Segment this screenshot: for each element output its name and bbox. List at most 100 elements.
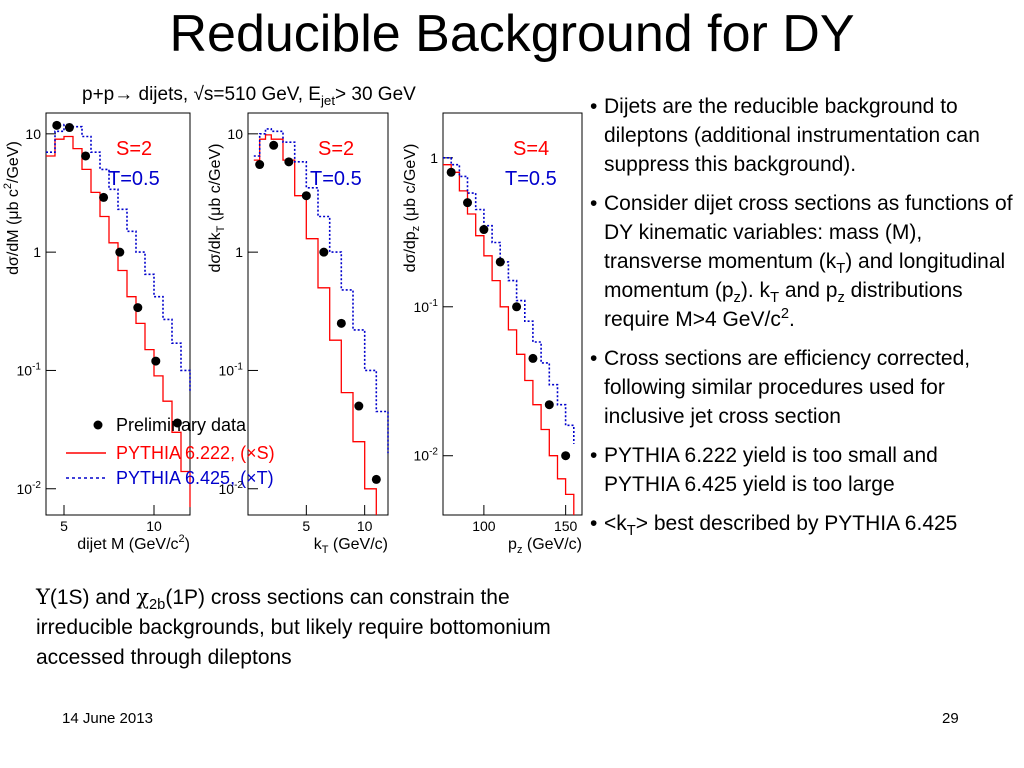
x-tick-label: 10	[146, 518, 162, 534]
bullet-2-text-b: ) and longitudinal momentum (p	[604, 250, 1006, 302]
bullet-1: • Dijets are the reducible background to …	[588, 92, 1018, 179]
bullet-dot-icon: •	[590, 512, 598, 535]
bullet-dot-icon: •	[590, 192, 598, 215]
y-axis-label: dσ/dkT (μb c/GeV)	[207, 144, 227, 273]
bullet-3-text: Cross sections are efficiency corrected,…	[604, 347, 971, 428]
y-tick-label-base: 1	[430, 150, 438, 166]
bullet-1-text: Dijets are the reducible background to d…	[604, 95, 980, 176]
y-tick-label-base: 10	[219, 481, 235, 497]
y-tick-label-base: 10	[219, 362, 235, 378]
sqrt-icon: √	[193, 84, 204, 105]
y-tick-label-base: 10	[227, 126, 243, 142]
y-tick-label-base: 10	[414, 299, 430, 315]
data-point	[64, 123, 74, 133]
y-axis-label-part: (	[402, 215, 419, 225]
x-axis-label-sub: T	[322, 544, 329, 556]
bullet-5-text-a: <k	[604, 512, 627, 535]
data-point	[284, 157, 294, 167]
x-tick-label: 5	[60, 518, 68, 534]
x-axis-label-part: dijet M (GeV/c	[77, 536, 178, 553]
y-axis-label-part: (	[207, 215, 224, 225]
series-pythia-t-line	[253, 128, 389, 454]
y-axis-label-part: dσ/dp	[402, 231, 419, 272]
y-tick-label: 10-2	[219, 480, 244, 497]
plot-title-reaction: p+p	[82, 84, 115, 105]
bullet-2-sub: T	[770, 290, 780, 307]
series-pythia-t-line	[443, 157, 575, 444]
x-axis-label: kT (GeV/c)	[314, 536, 388, 556]
panel-label-s: S=2	[318, 138, 354, 160]
data-point	[528, 353, 538, 363]
bullet-4: • PYTHIA 6.222 yield is too small and PYT…	[588, 441, 1018, 499]
plot-frame	[247, 112, 389, 516]
legend-data-label: Preliminary data	[116, 415, 247, 435]
y-tick-label-exp: -2	[234, 480, 243, 491]
y-axis-label: dσ/dpz (μb c/GeV)	[402, 144, 422, 273]
x-axis-label: pz (GeV/c)	[508, 536, 582, 556]
y-tick-label-base: 1	[33, 244, 41, 260]
y-tick-label-base: 10	[25, 126, 41, 142]
page-number: 29	[942, 710, 959, 727]
y-axis-label-sub: T	[215, 225, 227, 232]
bullet-2-text-a: Consider dijet cross sections as functio…	[604, 192, 1013, 273]
bullet-5-text-b: > best described by PYTHIA 6.425	[635, 512, 958, 535]
y-axis-label-sup: 2	[2, 183, 14, 189]
footer-date: 14 June 2013	[62, 710, 153, 727]
data-point	[52, 120, 62, 130]
y-axis-label-sub: z	[410, 226, 422, 232]
data-point	[319, 247, 329, 257]
y-axis-label-part: b c/GeV)	[207, 144, 224, 207]
x-axis-label-part: k	[314, 536, 323, 553]
slide-title: Reducible Background for DY	[169, 5, 855, 63]
y-axis-label-mu: μ	[402, 207, 419, 216]
data-point	[151, 356, 161, 366]
data-point	[463, 198, 473, 208]
bullet-dot-icon: •	[590, 95, 598, 118]
bullet-4-text: PYTHIA 6.222 yield is too small and PYTH…	[604, 444, 938, 496]
series-pythia-s-line	[46, 135, 191, 508]
legend-pythia-t-label: PYTHIA 6.425, (×T)	[116, 468, 274, 488]
x-tick-label: 150	[554, 518, 578, 534]
bullet-2-text-c: ). k	[740, 279, 771, 302]
x-tick-label: 5	[302, 518, 310, 534]
series-pythia-t-line	[46, 123, 191, 393]
x-axis-label-sub: z	[517, 544, 523, 556]
bullet-5-sub: T	[626, 523, 636, 540]
x-tick-label: 100	[472, 518, 496, 534]
arrow-icon: →	[114, 84, 134, 105]
panel-label-s: S=4	[513, 138, 549, 160]
data-point	[269, 140, 279, 150]
y-tick-label: 10-2	[17, 480, 42, 497]
y-tick-label-base: 10	[17, 362, 33, 378]
plot-title-cut: > 30 GeV	[335, 84, 416, 105]
y-tick-label: 10	[227, 126, 243, 142]
legend-pythia-s-label: PYTHIA 6.222, (×S)	[116, 443, 275, 463]
y-tick-label-exp: -2	[32, 480, 41, 491]
x-axis-label: dijet M (GeV/c2)	[77, 533, 190, 553]
plot-frame	[442, 112, 583, 516]
data-point	[446, 167, 456, 177]
y-tick-label-exp: -1	[32, 361, 41, 372]
y-axis-label-part: dσ/dM (	[5, 219, 22, 275]
legend-data-marker	[93, 420, 103, 430]
y-axis-label: dσ/dM (μb c2/GeV)	[2, 141, 22, 275]
y-tick-label-base: 1	[235, 244, 243, 260]
y-tick-label-base: 10	[17, 481, 33, 497]
y-tick-label: 10-2	[414, 447, 439, 464]
y-tick-label-exp: -1	[429, 298, 438, 309]
y-axis-label-part: /GeV)	[5, 141, 22, 183]
y-tick-label: 1	[33, 244, 41, 260]
data-point	[81, 151, 91, 161]
y-tick-label: 10	[25, 126, 41, 142]
y-axis-label-mu: μ	[207, 207, 224, 216]
y-tick-label-exp: -2	[429, 447, 438, 458]
caption-text-a: (1S) and	[49, 586, 137, 609]
legend: Preliminary data PYTHIA 6.222, (×S) PYTH…	[66, 415, 275, 488]
y-axis-label-part: b c/GeV)	[402, 144, 419, 207]
y-axis-label-part: dσ/dk	[207, 231, 224, 272]
panel-label-t: T=0.5	[310, 168, 362, 190]
data-point	[255, 160, 265, 170]
chi-symbol: χ	[136, 585, 149, 609]
